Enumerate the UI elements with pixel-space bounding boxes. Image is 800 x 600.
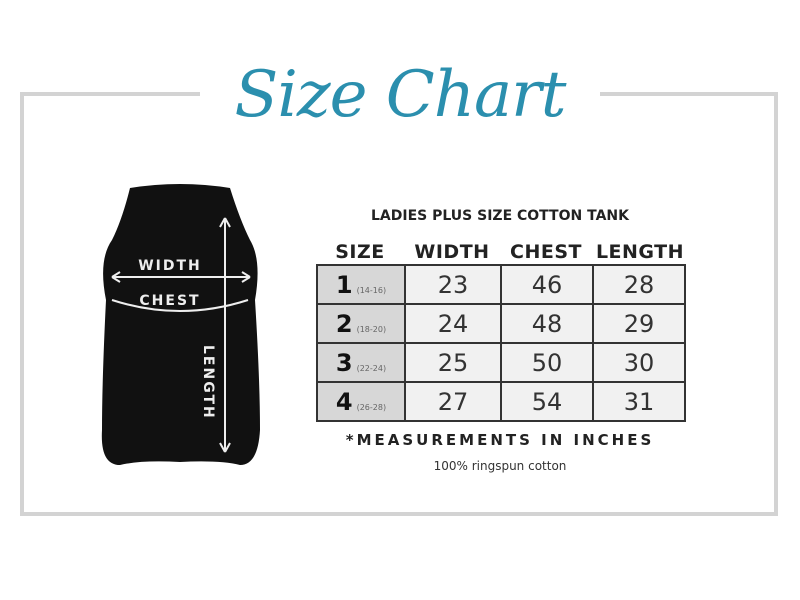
measurement-note: *MEASUREMENTS IN INCHES bbox=[345, 431, 655, 449]
header-chest: CHEST bbox=[510, 241, 582, 263]
width-cell: 23 bbox=[404, 264, 502, 305]
header-length: LENGTH bbox=[595, 241, 685, 263]
chest-cell: 46 bbox=[500, 264, 594, 305]
tank-illustration: WIDTH CHEST LENGTH bbox=[101, 184, 261, 465]
material-note: 100% ringspun cotton bbox=[433, 459, 567, 473]
chest-cell: 48 bbox=[500, 303, 594, 344]
width-label: WIDTH bbox=[138, 258, 202, 274]
size-cell: 3 (22-24) bbox=[316, 342, 406, 383]
length-cell: 29 bbox=[592, 303, 686, 344]
size-cell: 4 (26-28) bbox=[316, 381, 406, 422]
table-row: 3 (22-24) 25 50 30 bbox=[316, 342, 686, 383]
table-title: LADIES PLUS SIZE COTTON TANK bbox=[371, 208, 629, 224]
chest-cell: 54 bbox=[500, 381, 594, 422]
length-label: LENGTH bbox=[200, 345, 216, 420]
length-cell: 31 bbox=[592, 381, 686, 422]
table-row: 1 (14-16) 23 46 28 bbox=[316, 264, 686, 305]
length-cell: 30 bbox=[592, 342, 686, 383]
chest-label: CHEST bbox=[139, 293, 200, 309]
table-row: 2 (18-20) 24 48 29 bbox=[316, 303, 686, 344]
width-cell: 24 bbox=[404, 303, 502, 344]
size-table: 1 (14-16) 23 46 28 2 (18-20) 24 48 29 3 (22… bbox=[316, 264, 686, 422]
chest-cell: 50 bbox=[500, 342, 594, 383]
width-cell: 27 bbox=[404, 381, 502, 422]
header-width: WIDTH bbox=[414, 241, 490, 263]
header-size: SIZE bbox=[335, 241, 385, 263]
table-row: 4 (26-28) 27 54 31 bbox=[316, 381, 686, 422]
size-cell: 1 (14-16) bbox=[316, 264, 406, 305]
length-cell: 28 bbox=[592, 264, 686, 305]
page-title: Size Chart bbox=[200, 45, 600, 145]
size-cell: 2 (18-20) bbox=[316, 303, 406, 344]
width-cell: 25 bbox=[404, 342, 502, 383]
